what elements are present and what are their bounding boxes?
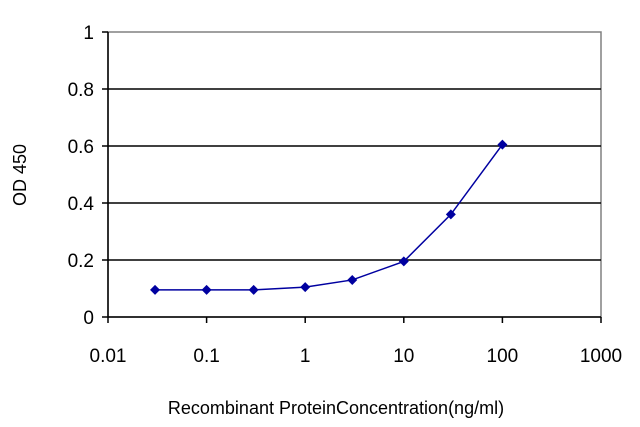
series-line — [155, 144, 504, 291]
data-point — [248, 284, 259, 295]
x-tick-label: 10 — [393, 346, 414, 367]
y-tick-label: 1 — [83, 23, 94, 44]
data-point — [497, 139, 508, 150]
x-tick-labels: 0.01 0.1 1 10 100 1000 — [90, 346, 623, 367]
x-axis-title: Recombinant ProteinConcentration(ng/ml) — [168, 398, 504, 418]
x-tick-label: 0.01 — [90, 346, 127, 367]
gridlines — [108, 88, 601, 261]
data-point — [398, 256, 409, 267]
y-tick-label: 0.2 — [68, 251, 94, 272]
data-point — [201, 284, 212, 295]
series-group — [150, 139, 508, 295]
data-point — [300, 282, 311, 293]
x-tick-label: 100 — [487, 346, 519, 367]
data-point — [347, 274, 358, 285]
y-tick-label: 0 — [83, 308, 94, 329]
x-tick-label: 1 — [300, 346, 311, 367]
x-tick-label: 1000 — [580, 346, 622, 367]
x-tick-label: 0.1 — [193, 346, 219, 367]
data-point — [150, 284, 161, 295]
data-point — [445, 209, 456, 220]
y-tick-labels: 0 0.2 0.4 0.6 0.8 1 — [68, 23, 95, 329]
y-tick-label: 0.4 — [68, 194, 95, 215]
plot-area — [107, 31, 602, 318]
y-tick-label: 0.8 — [68, 80, 94, 101]
axes — [102, 31, 602, 323]
y-axis-title: OD 450 — [10, 144, 30, 206]
y-tick-label: 0.6 — [68, 137, 94, 158]
